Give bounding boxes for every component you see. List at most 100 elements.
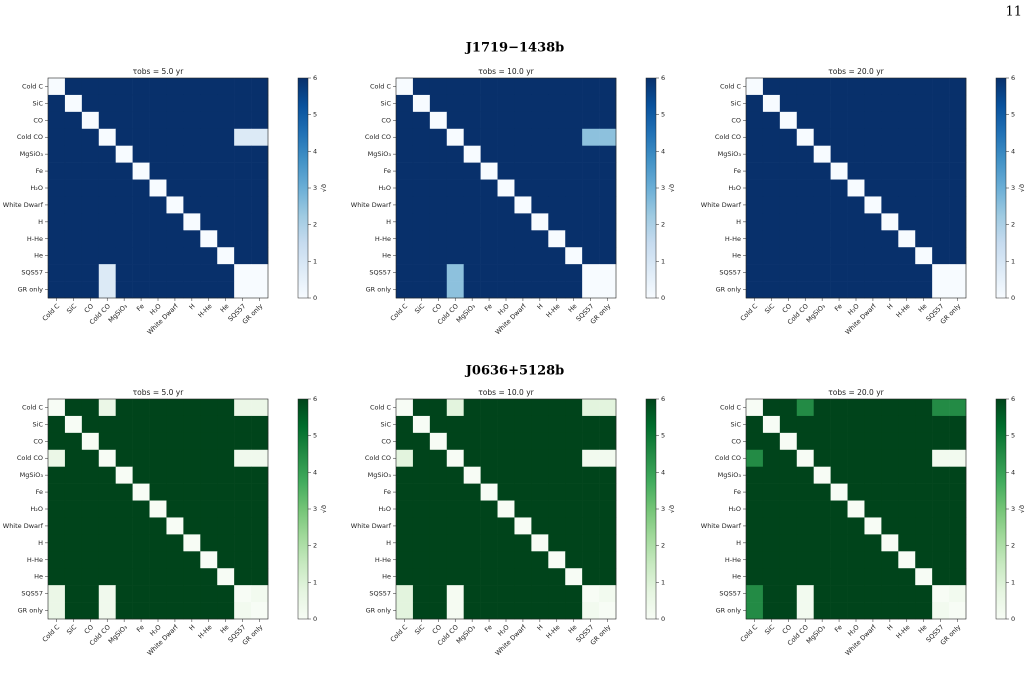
colorbar xyxy=(297,77,309,299)
heatmap-cell xyxy=(881,264,899,282)
heatmap-cell xyxy=(830,602,848,620)
heatmap-cell xyxy=(463,483,481,501)
y-tick-label: Fe xyxy=(36,167,43,175)
heatmap-cell xyxy=(396,602,414,620)
colorbar-tick-label: 4 xyxy=(661,147,665,155)
heatmap-cell xyxy=(565,568,583,586)
panel-title: τobs = 10.0 yr xyxy=(478,388,534,397)
heatmap-cell xyxy=(565,602,583,620)
heatmap-cell xyxy=(396,264,414,282)
heatmap-cell xyxy=(132,399,150,417)
heatmap-cell xyxy=(412,602,431,620)
heatmap-cell xyxy=(429,162,448,180)
heatmap-cell xyxy=(132,247,150,265)
heatmap-cell xyxy=(200,517,218,535)
heatmap-cell xyxy=(412,179,431,197)
heatmap-cell xyxy=(166,145,184,163)
heatmap-cell xyxy=(183,466,201,484)
heatmap-cell xyxy=(115,213,133,231)
heatmap-cell xyxy=(463,500,481,518)
heatmap-cell xyxy=(582,568,600,586)
heatmap-cell xyxy=(746,247,764,265)
x-tick-label: CO xyxy=(431,302,443,314)
heatmap-cell xyxy=(463,281,481,299)
heatmap-cell xyxy=(183,551,201,569)
heatmap-cell xyxy=(183,585,201,603)
heatmap-cell xyxy=(166,568,184,586)
heatmap-cell xyxy=(166,415,184,434)
heatmap-cell xyxy=(746,196,764,214)
heatmap-cell xyxy=(881,585,899,603)
section-title: J0636+5128b xyxy=(465,364,565,379)
y-tick-label: CO xyxy=(731,116,741,124)
heatmap-cell xyxy=(514,449,532,467)
heatmap-cell xyxy=(429,145,448,163)
colorbar-tick-label: 5 xyxy=(661,432,665,440)
heatmap-cell xyxy=(183,111,201,130)
heatmap-cell xyxy=(779,162,798,180)
heatmap-cell xyxy=(514,213,532,231)
heatmap-cell xyxy=(64,399,83,417)
heatmap-cell xyxy=(548,432,566,451)
heatmap-cell xyxy=(183,483,201,501)
heatmap-cell xyxy=(864,179,882,197)
heatmap-cell xyxy=(497,213,515,231)
heatmap-cell xyxy=(166,432,184,451)
heatmap-cell xyxy=(599,483,617,501)
heatmap-cell xyxy=(949,94,967,113)
heatmap-cell xyxy=(796,517,814,535)
heatmap-cell xyxy=(830,449,848,467)
heatmap-cell xyxy=(514,179,532,197)
heatmap-cell xyxy=(548,399,566,417)
heatmap-cell xyxy=(480,466,498,484)
heatmap-cell xyxy=(251,602,269,620)
heatmap-cell xyxy=(200,534,218,552)
heatmap-cell xyxy=(582,145,600,163)
heatmap-cell xyxy=(779,281,798,299)
heatmap-cell xyxy=(548,179,566,197)
heatmap-cell xyxy=(396,78,414,96)
heatmap-cell xyxy=(531,94,549,113)
heatmap-cell xyxy=(48,264,66,282)
colorbar-tick-label: 2 xyxy=(661,542,665,550)
heatmap-cell xyxy=(746,213,764,231)
heatmap-cell xyxy=(166,602,184,620)
heatmap-cell xyxy=(217,196,235,214)
heatmap-cell xyxy=(514,111,532,130)
heatmap-cell xyxy=(582,264,600,282)
x-tick-label: SiC xyxy=(65,623,78,636)
heatmap-cell xyxy=(234,281,252,299)
heatmap-cell xyxy=(115,585,133,603)
heatmap-cell xyxy=(746,230,764,248)
heatmap-cell xyxy=(446,585,464,603)
heatmap-cell xyxy=(746,162,764,180)
heatmap-cell xyxy=(531,602,549,620)
heatmap-cell xyxy=(847,483,865,501)
heatmap-cell xyxy=(830,432,848,451)
heatmap-cell xyxy=(166,500,184,518)
panel-title: τobs = 5.0 yr xyxy=(133,67,185,76)
heatmap-cell xyxy=(81,602,100,620)
heatmap-cell xyxy=(813,568,831,586)
heatmap-cell xyxy=(599,230,617,248)
heatmap-cell xyxy=(514,230,532,248)
heatmap-cell xyxy=(599,196,617,214)
heatmap-cell xyxy=(81,230,100,248)
heatmap-cell xyxy=(183,517,201,535)
x-tick-label: He xyxy=(567,302,579,314)
heatmap-cell xyxy=(830,568,848,586)
heatmap-cell xyxy=(463,94,481,113)
x-tick-label: MgSiO₃ xyxy=(805,623,827,645)
heatmap-cell xyxy=(132,483,150,501)
heatmap-cell xyxy=(915,551,933,569)
heatmap-cell xyxy=(881,517,899,535)
heatmap-cell xyxy=(132,145,150,163)
heatmap-cell xyxy=(548,162,566,180)
heatmap-cell xyxy=(514,534,532,552)
heatmap-cell xyxy=(200,585,218,603)
heatmap-cell xyxy=(514,78,532,96)
heatmap-cell xyxy=(796,213,814,231)
x-tick-label: White Dwarf xyxy=(844,623,879,658)
y-tick-label: H xyxy=(736,218,741,226)
heatmap-cell xyxy=(949,551,967,569)
